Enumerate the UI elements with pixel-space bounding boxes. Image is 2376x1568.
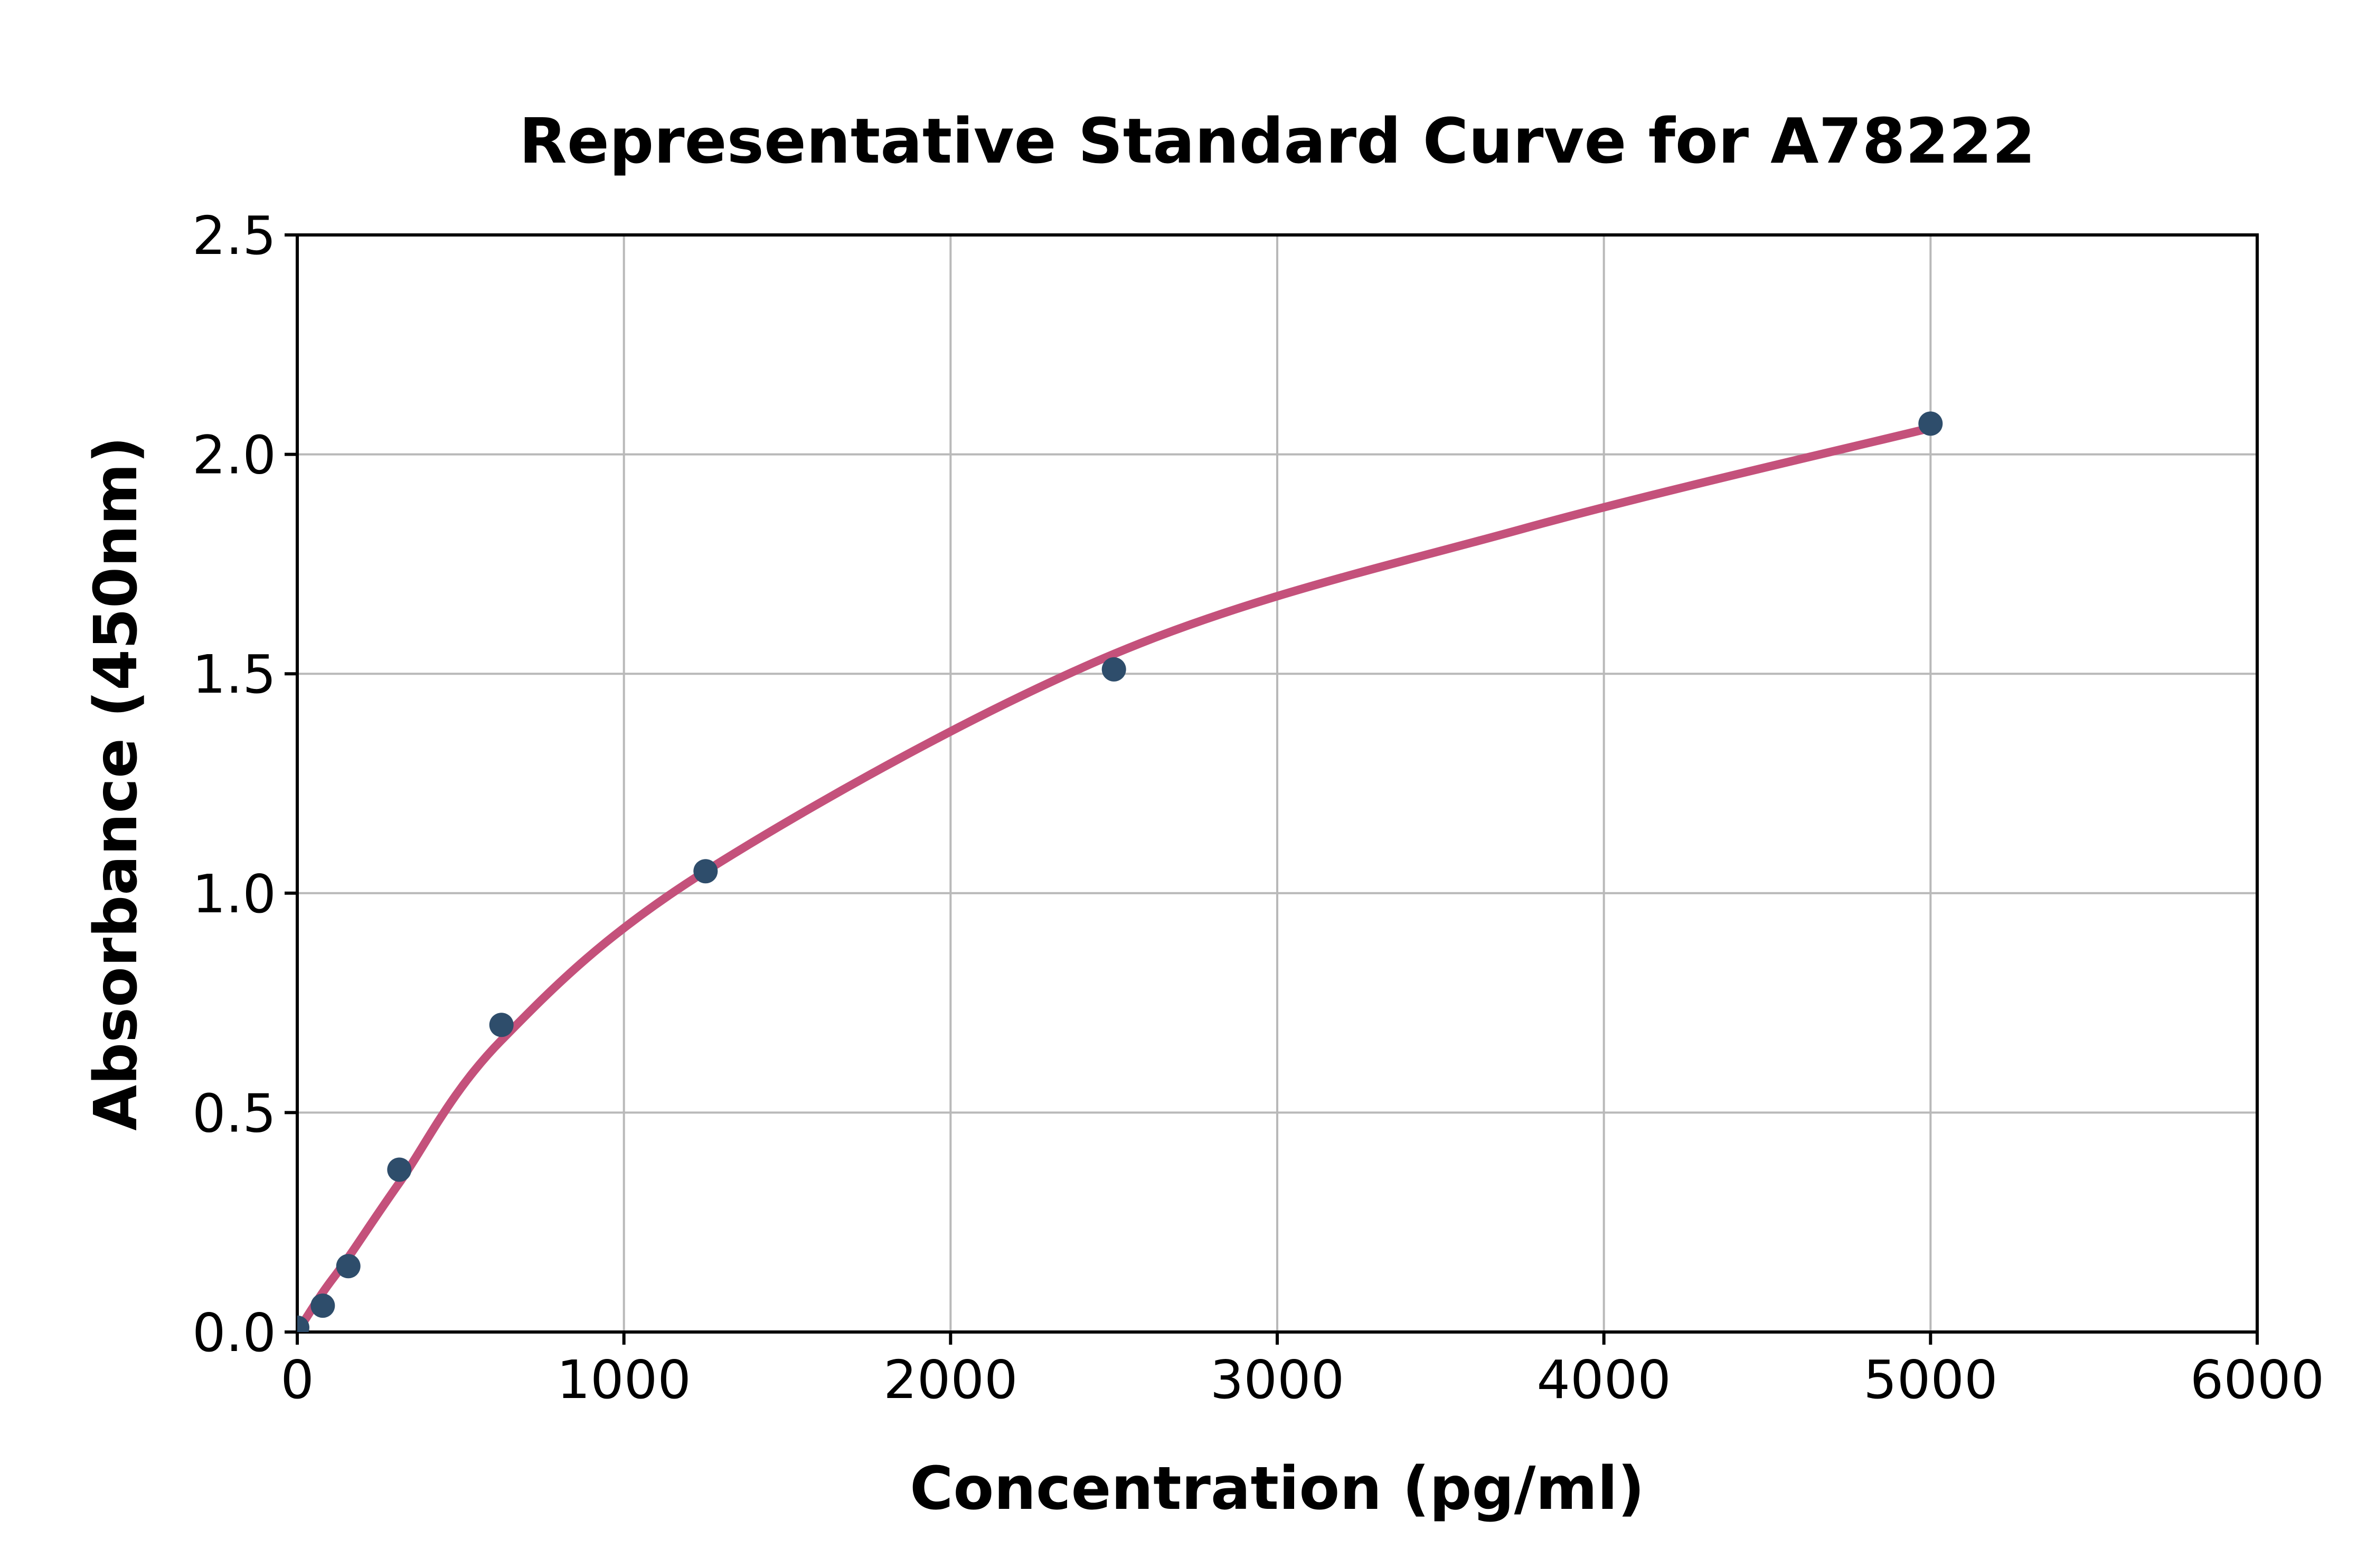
plot-spines [296, 233, 2259, 1334]
x-tick-label: 1000 [557, 1349, 691, 1411]
standard-data-point [310, 1293, 335, 1318]
data-layer [297, 411, 1943, 1332]
y-tick-labels: 0.0 0.5 1.0 1.5 2.0 2.5 [192, 205, 276, 1364]
chart-title: Representative Standard Curve for A78222 [519, 105, 2035, 177]
y-tick-label: 1.5 [192, 644, 276, 705]
data-points [297, 411, 1943, 1332]
y-axis-label: Absorbance (450nm) [82, 436, 150, 1130]
fit-curve-line [297, 423, 1935, 1332]
x-tick-labels: 0 1000 2000 3000 4000 5000 6000 [280, 1349, 2324, 1411]
x-tick-label: 4000 [1536, 1349, 1671, 1411]
axis-ticks [285, 233, 2259, 1345]
x-axis-label: Concentration (pg/ml) [910, 1454, 1645, 1523]
y-tick-label: 1.0 [192, 863, 276, 925]
x-tick-label: 6000 [2190, 1349, 2325, 1411]
standard-data-point [387, 1157, 412, 1182]
x-tick-label: 5000 [1863, 1349, 1998, 1411]
plot-border [296, 233, 2259, 1334]
y-tick-label: 2.0 [192, 424, 276, 486]
x-tick-label: 0 [280, 1349, 314, 1411]
standard-data-point [1101, 657, 1126, 682]
standard-data-point [693, 859, 718, 884]
x-tick-label: 2000 [883, 1349, 1018, 1411]
standard-data-point [1918, 411, 1943, 436]
y-tick-label: 2.5 [192, 205, 276, 267]
x-tick-label: 3000 [1210, 1349, 1345, 1411]
standard-data-point [336, 1254, 361, 1279]
standard-data-point [297, 1315, 309, 1332]
y-tick-label: 0.5 [192, 1082, 276, 1144]
y-tick-label: 0.0 [192, 1302, 276, 1364]
standard-data-point [489, 1013, 514, 1037]
